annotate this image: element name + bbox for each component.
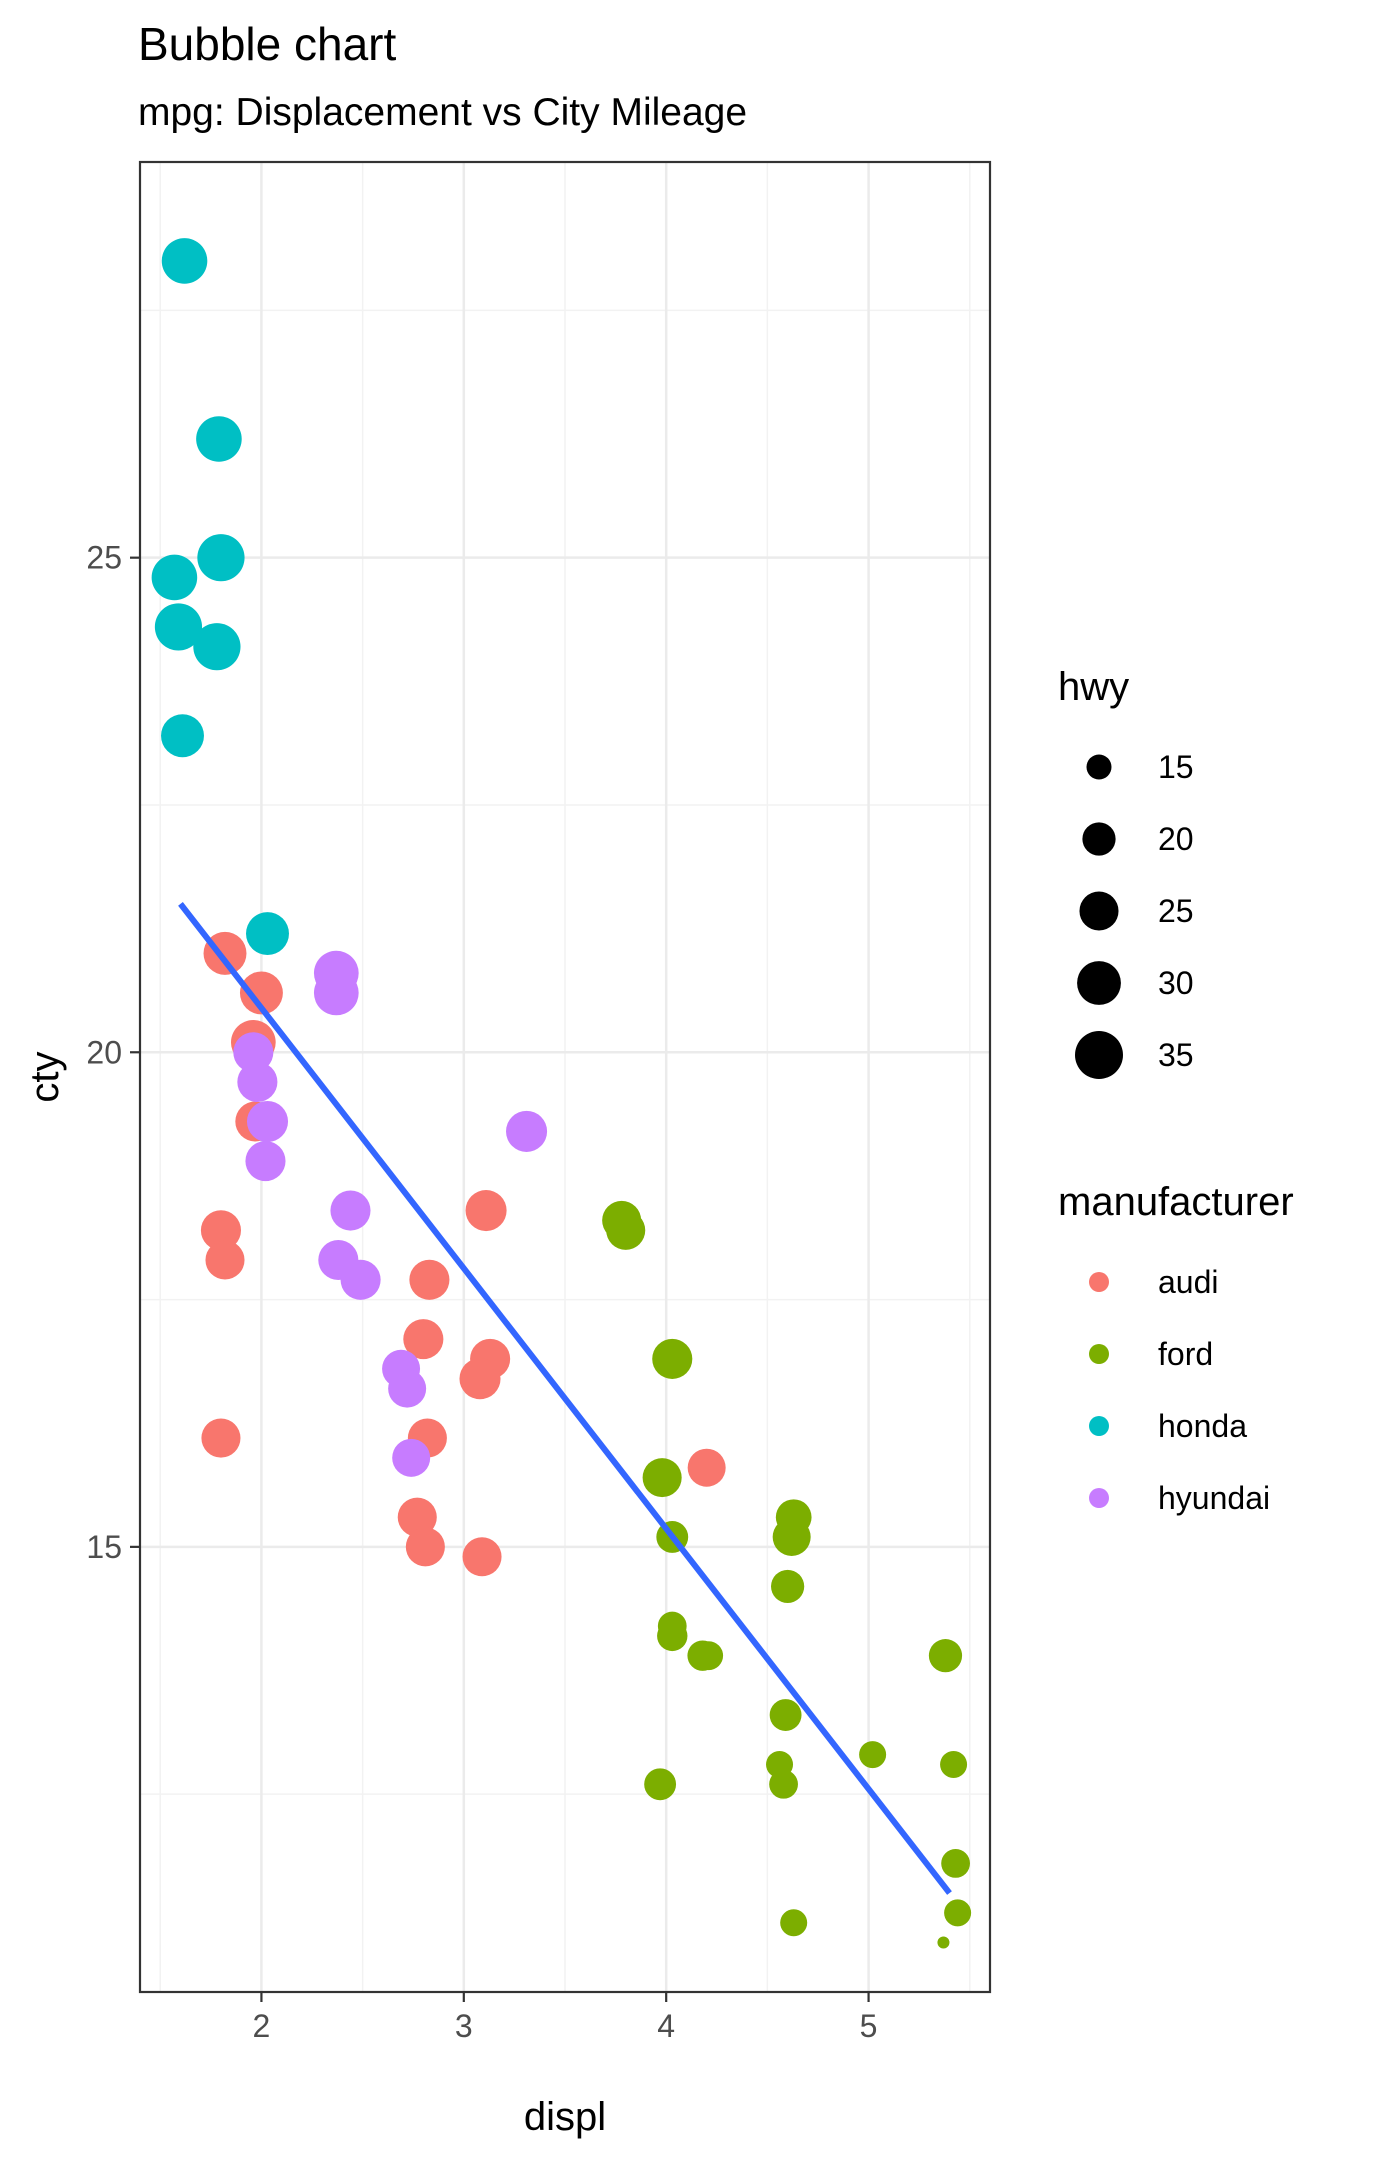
data-point-audi — [201, 1418, 241, 1458]
data-point-audi — [205, 1240, 245, 1280]
x-tick-label: 3 — [455, 2008, 473, 2044]
data-point-ford — [859, 1741, 887, 1769]
size-legend-key — [1075, 1031, 1123, 1079]
y-tick-label: 15 — [86, 1529, 122, 1565]
data-point-ford — [944, 1899, 972, 1927]
data-point-hyundai — [233, 1032, 274, 1073]
data-point-ford — [644, 1768, 677, 1801]
size-legend-key — [1077, 961, 1121, 1005]
color-legend-key-ford — [1089, 1344, 1109, 1364]
color-legend-title: manufacturer — [1058, 1180, 1294, 1224]
color-legend-keys: audi ford honda hyundai — [1089, 1264, 1270, 1516]
x-tick-label: 2 — [253, 2008, 271, 2044]
x-axis-title: displ — [524, 2095, 606, 2139]
series-audi — [200, 931, 726, 1577]
color-legend-key-hyundai — [1089, 1488, 1109, 1508]
data-point-honda — [161, 714, 204, 758]
points-layer — [151, 238, 972, 1949]
plot-panel — [138, 160, 992, 1994]
y-axis-title: cty — [23, 1051, 67, 1102]
data-point-ford — [771, 1569, 805, 1604]
color-legend-key-honda — [1089, 1416, 1109, 1436]
data-point-honda — [161, 238, 208, 284]
color-legend-label: honda — [1158, 1408, 1247, 1444]
series-ford — [602, 1200, 972, 1949]
data-point-audi — [465, 1190, 507, 1232]
data-point-ford — [769, 1769, 798, 1799]
data-point-honda — [193, 623, 241, 671]
data-point-ford — [657, 1620, 688, 1652]
data-point-honda — [246, 912, 289, 956]
data-point-ford — [642, 1458, 682, 1498]
series-honda — [151, 238, 289, 956]
data-point-audi — [409, 1259, 450, 1300]
data-point-hyundai — [388, 1369, 427, 1408]
chart-title: Bubble chart — [138, 18, 396, 70]
data-point-ford — [941, 1849, 970, 1878]
trend-line — [178, 902, 952, 1895]
data-point-audi — [403, 1319, 444, 1360]
x-axis: 2 3 4 5 — [253, 1992, 878, 2044]
series-hyundai — [233, 950, 548, 1477]
size-legend-title: hwy — [1058, 665, 1129, 709]
data-point-ford — [780, 1909, 808, 1937]
x-tick-label: 5 — [860, 2008, 878, 2044]
data-point-ford — [769, 1699, 802, 1731]
color-legend: manufacturer audi ford honda hyundai — [1058, 1180, 1294, 1516]
data-point-audi — [397, 1497, 437, 1537]
color-legend-key-audi — [1089, 1272, 1109, 1292]
data-point-audi — [239, 971, 283, 1015]
data-point-hyundai — [392, 1438, 431, 1477]
data-point-audi — [405, 1527, 445, 1567]
y-tick-label: 20 — [86, 1034, 122, 1070]
data-point-audi — [462, 1537, 502, 1577]
data-point-ford — [772, 1517, 811, 1556]
data-point-audi — [687, 1448, 726, 1487]
data-point-hyundai — [246, 1100, 289, 1143]
panel-border — [138, 160, 992, 1994]
data-point-ford — [940, 1750, 968, 1778]
size-legend-label: 20 — [1158, 821, 1194, 857]
size-legend-label: 25 — [1158, 893, 1194, 929]
data-point-ford — [937, 1936, 950, 1949]
data-point-ford — [928, 1639, 963, 1673]
data-point-hyundai — [313, 970, 359, 1016]
color-legend-label: audi — [1158, 1264, 1219, 1300]
size-legend-label: 15 — [1158, 749, 1194, 785]
data-point-honda — [154, 603, 203, 651]
size-legend: hwy 15 20 25 30 35 — [1058, 665, 1194, 1079]
size-legend-keys: 15 20 25 30 35 — [1075, 749, 1194, 1079]
data-point-hyundai — [330, 1190, 371, 1231]
data-point-ford — [606, 1210, 646, 1250]
data-point-honda — [196, 416, 242, 462]
color-legend-label: hyundai — [1158, 1480, 1270, 1516]
data-point-audi — [459, 1358, 501, 1400]
size-legend-label: 35 — [1158, 1037, 1194, 1073]
color-legend-label: ford — [1158, 1336, 1213, 1372]
size-legend-label: 30 — [1158, 965, 1194, 1001]
data-point-honda — [197, 534, 245, 582]
y-tick-label: 25 — [86, 540, 122, 576]
size-legend-key — [1082, 822, 1116, 856]
size-legend-key — [1079, 891, 1119, 931]
data-point-audi — [200, 1210, 241, 1251]
data-point-honda — [151, 554, 198, 601]
x-tick-label: 4 — [657, 2008, 675, 2044]
data-point-hyundai — [506, 1110, 548, 1152]
minor-gridlines — [140, 162, 990, 1992]
data-point-hyundai — [237, 1061, 278, 1102]
data-point-ford — [694, 1641, 724, 1671]
data-point-hyundai — [245, 1141, 286, 1182]
data-point-hyundai — [340, 1259, 381, 1300]
chart-subtitle: mpg: Displacement vs City Mileage — [138, 91, 747, 134]
y-axis: 15 20 25 — [86, 540, 140, 1565]
data-point-ford — [652, 1338, 693, 1379]
size-legend-key — [1086, 754, 1112, 780]
